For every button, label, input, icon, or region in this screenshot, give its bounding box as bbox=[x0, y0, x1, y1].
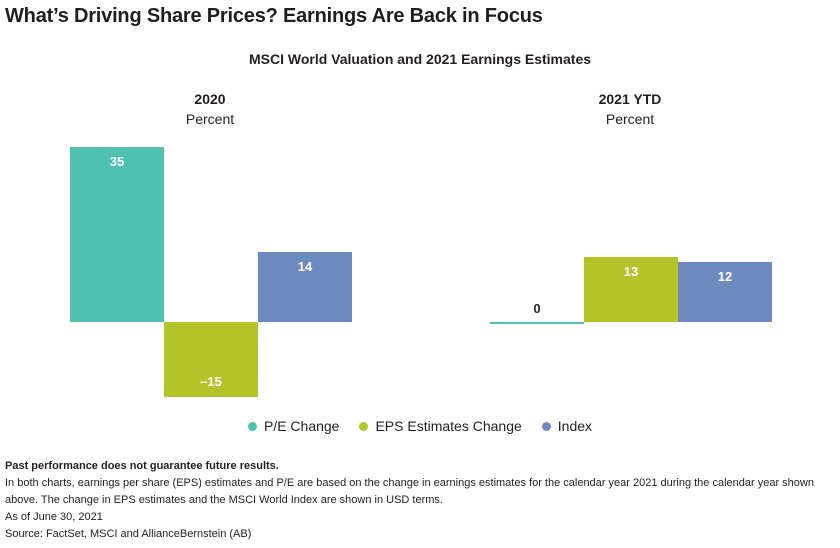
legend-item-pe: P/E Change bbox=[247, 418, 340, 434]
bar-label-2021-ytd-3: 12 bbox=[718, 269, 732, 284]
bar-label-2021-ytd-1: 0 bbox=[533, 301, 540, 316]
panel-2020: 2020 Percent 35 –15 14 bbox=[70, 91, 352, 397]
legend-item-eps: EPS Estimates Change bbox=[359, 418, 522, 434]
as-of-date: As of June 30, 2021 bbox=[5, 511, 103, 523]
source-note: Source: FactSet, MSCI and AllianceBernst… bbox=[5, 528, 252, 540]
legend-item-index: Index bbox=[541, 418, 593, 434]
chart-area: 2020 Percent 35 –15 14 2021 YTD Percent 0 13 12 bbox=[70, 91, 772, 397]
legend-dot-pe bbox=[247, 421, 257, 431]
footnotes: Past performance does not guarantee futu… bbox=[5, 458, 820, 543]
bar-label-2021-ytd-2: 13 bbox=[624, 264, 638, 279]
bar-label-2020-2: –15 bbox=[200, 374, 222, 389]
bar-2020-3 bbox=[258, 252, 352, 322]
panel-title-2020: 2020 bbox=[194, 91, 225, 107]
legend-dot-index bbox=[541, 421, 551, 431]
panel-2021-ytd: 2021 YTD Percent 0 13 12 bbox=[490, 91, 772, 324]
panel-title-2021-ytd: 2021 YTD bbox=[599, 91, 662, 107]
bar-2021-ytd-2 bbox=[584, 257, 678, 322]
panel-unit-2020: Percent bbox=[186, 111, 234, 127]
bar-2021-ytd-1 bbox=[490, 322, 584, 324]
methodology-note: In both charts, earnings per share (EPS)… bbox=[5, 477, 814, 506]
legend-label-pe: P/E Change bbox=[263, 418, 340, 434]
bar-label-2020-1: 35 bbox=[110, 154, 124, 169]
legend-label-eps: EPS Estimates Change bbox=[375, 418, 522, 434]
panel-unit-2021-ytd: Percent bbox=[606, 111, 654, 127]
disclaimer: Past performance does not guarantee futu… bbox=[5, 460, 279, 472]
headline: What’s Driving Share Prices? Earnings Ar… bbox=[5, 5, 543, 27]
bar-label-2020-3: 14 bbox=[298, 259, 313, 274]
chart-subtitle: MSCI World Valuation and 2021 Earnings E… bbox=[248, 51, 592, 67]
bar-2020-2 bbox=[164, 322, 258, 397]
legend-label-index: Index bbox=[557, 418, 593, 434]
legend-dot-eps bbox=[359, 421, 369, 431]
bar-2021-ytd-3 bbox=[678, 262, 772, 322]
legend: P/E Change EPS Estimates Change Index bbox=[0, 418, 840, 434]
bar-2020-1 bbox=[70, 147, 164, 322]
